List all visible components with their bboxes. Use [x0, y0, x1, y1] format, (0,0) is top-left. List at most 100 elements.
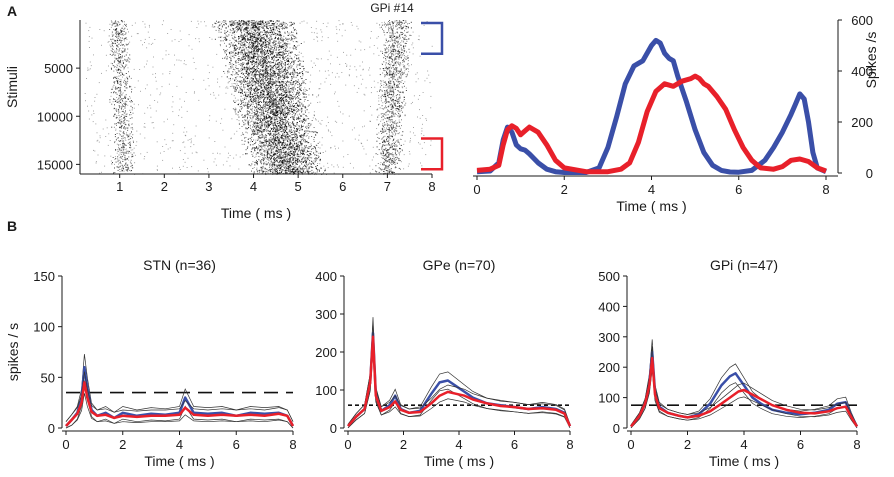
- raster-dot: [223, 37, 225, 39]
- raster-dot: [262, 74, 264, 76]
- raster-dot: [124, 102, 126, 104]
- raster-dot: [315, 154, 317, 156]
- raster-dot: [245, 56, 247, 58]
- raster-dot: [292, 163, 294, 165]
- raster-dot: [254, 89, 256, 91]
- raster-dot: [308, 150, 310, 152]
- raster-dot: [130, 159, 132, 161]
- raster-dot: [318, 156, 320, 158]
- raster-dot: [310, 143, 312, 145]
- raster-dot: [114, 81, 116, 83]
- raster-dot: [235, 37, 237, 39]
- raster-dot: [283, 68, 285, 70]
- raster-dot: [121, 147, 123, 149]
- raster-dot: [254, 123, 256, 125]
- raster-dot: [272, 61, 274, 63]
- raster-dot: [430, 144, 432, 146]
- raster-dot: [261, 167, 263, 169]
- raster-dot: [264, 41, 266, 43]
- raster-dot: [125, 97, 126, 99]
- raster-dot: [287, 156, 289, 158]
- raster-dot: [277, 121, 279, 123]
- raster-dot: [285, 81, 287, 82]
- raster-dot: [247, 122, 249, 124]
- raster-dot: [222, 129, 224, 131]
- raster-dot: [123, 117, 124, 119]
- raster-dot: [259, 74, 261, 76]
- raster-dot: [124, 37, 126, 39]
- raster-dot: [295, 149, 297, 151]
- raster-dot: [121, 73, 123, 75]
- raster-dot: [129, 151, 130, 152]
- raster-dot: [220, 40, 222, 42]
- raster-dot: [110, 62, 112, 64]
- raster-dot: [400, 161, 402, 163]
- raster-dot: [247, 34, 249, 36]
- raster-dot: [215, 97, 217, 99]
- raster-dot: [121, 44, 123, 46]
- raster-dot: [291, 114, 293, 116]
- raster-dot: [150, 107, 152, 109]
- raster-dot: [419, 143, 421, 145]
- raster-dot: [286, 115, 288, 117]
- raster-dot: [297, 156, 299, 157]
- raster-dot: [240, 27, 242, 29]
- raster-dot: [245, 123, 247, 125]
- raster-dot: [262, 107, 264, 109]
- raster-dot: [263, 72, 265, 74]
- raster-dot: [263, 170, 265, 172]
- raster-dot: [255, 102, 257, 104]
- raster-dot: [426, 21, 428, 22]
- raster-dot: [320, 29, 322, 31]
- raster-dot: [308, 125, 310, 127]
- raster-dot: [270, 107, 272, 108]
- raster-dot: [125, 124, 127, 126]
- raster-dot: [279, 45, 281, 47]
- raster-dot: [111, 31, 113, 33]
- raster-dot: [286, 100, 288, 102]
- raster-dot: [259, 94, 261, 96]
- raster-dot: [112, 63, 113, 65]
- raster-dot: [176, 59, 178, 61]
- raster-dot: [268, 141, 270, 143]
- raster-dot: [418, 142, 419, 144]
- raster-dot: [289, 127, 291, 129]
- raster-dot: [251, 67, 253, 69]
- raster-dot: [257, 35, 259, 37]
- raster-dot: [285, 27, 287, 29]
- raster-dot: [115, 20, 117, 22]
- raster-dot: [285, 23, 287, 24]
- raster-dot: [110, 155, 112, 157]
- raster-dot: [255, 25, 257, 26]
- raster-dot: [109, 53, 111, 55]
- raster-dot: [116, 48, 117, 49]
- raster-dot: [317, 58, 319, 60]
- raster-dot: [362, 69, 364, 71]
- raster-dot: [236, 30, 238, 32]
- raster-dot: [119, 32, 121, 34]
- raster-dot: [287, 71, 289, 73]
- raster-dot: [269, 131, 271, 133]
- raster-dot: [405, 56, 407, 58]
- raster-dot: [264, 130, 266, 132]
- raster-dot: [339, 63, 341, 65]
- raster-dot: [288, 122, 290, 124]
- raster-dot: [430, 107, 432, 109]
- raster-dot: [252, 126, 254, 128]
- raster-dot: [268, 83, 270, 85]
- raster-dot: [254, 99, 256, 100]
- raster-dot: [264, 88, 265, 90]
- raster-dot: [262, 142, 264, 144]
- raster-dot: [126, 87, 128, 89]
- raster-dot: [267, 169, 269, 171]
- raster-dot: [277, 54, 279, 56]
- raster-dot: [313, 139, 315, 140]
- raster-dot: [114, 42, 116, 44]
- raster-dot: [273, 155, 275, 157]
- raster-dot: [88, 40, 90, 42]
- raster-dot: [240, 104, 242, 105]
- raster-dot: [269, 145, 271, 146]
- raster-dot: [250, 90, 252, 92]
- raster-dot: [266, 155, 268, 157]
- raster-dot: [116, 52, 118, 54]
